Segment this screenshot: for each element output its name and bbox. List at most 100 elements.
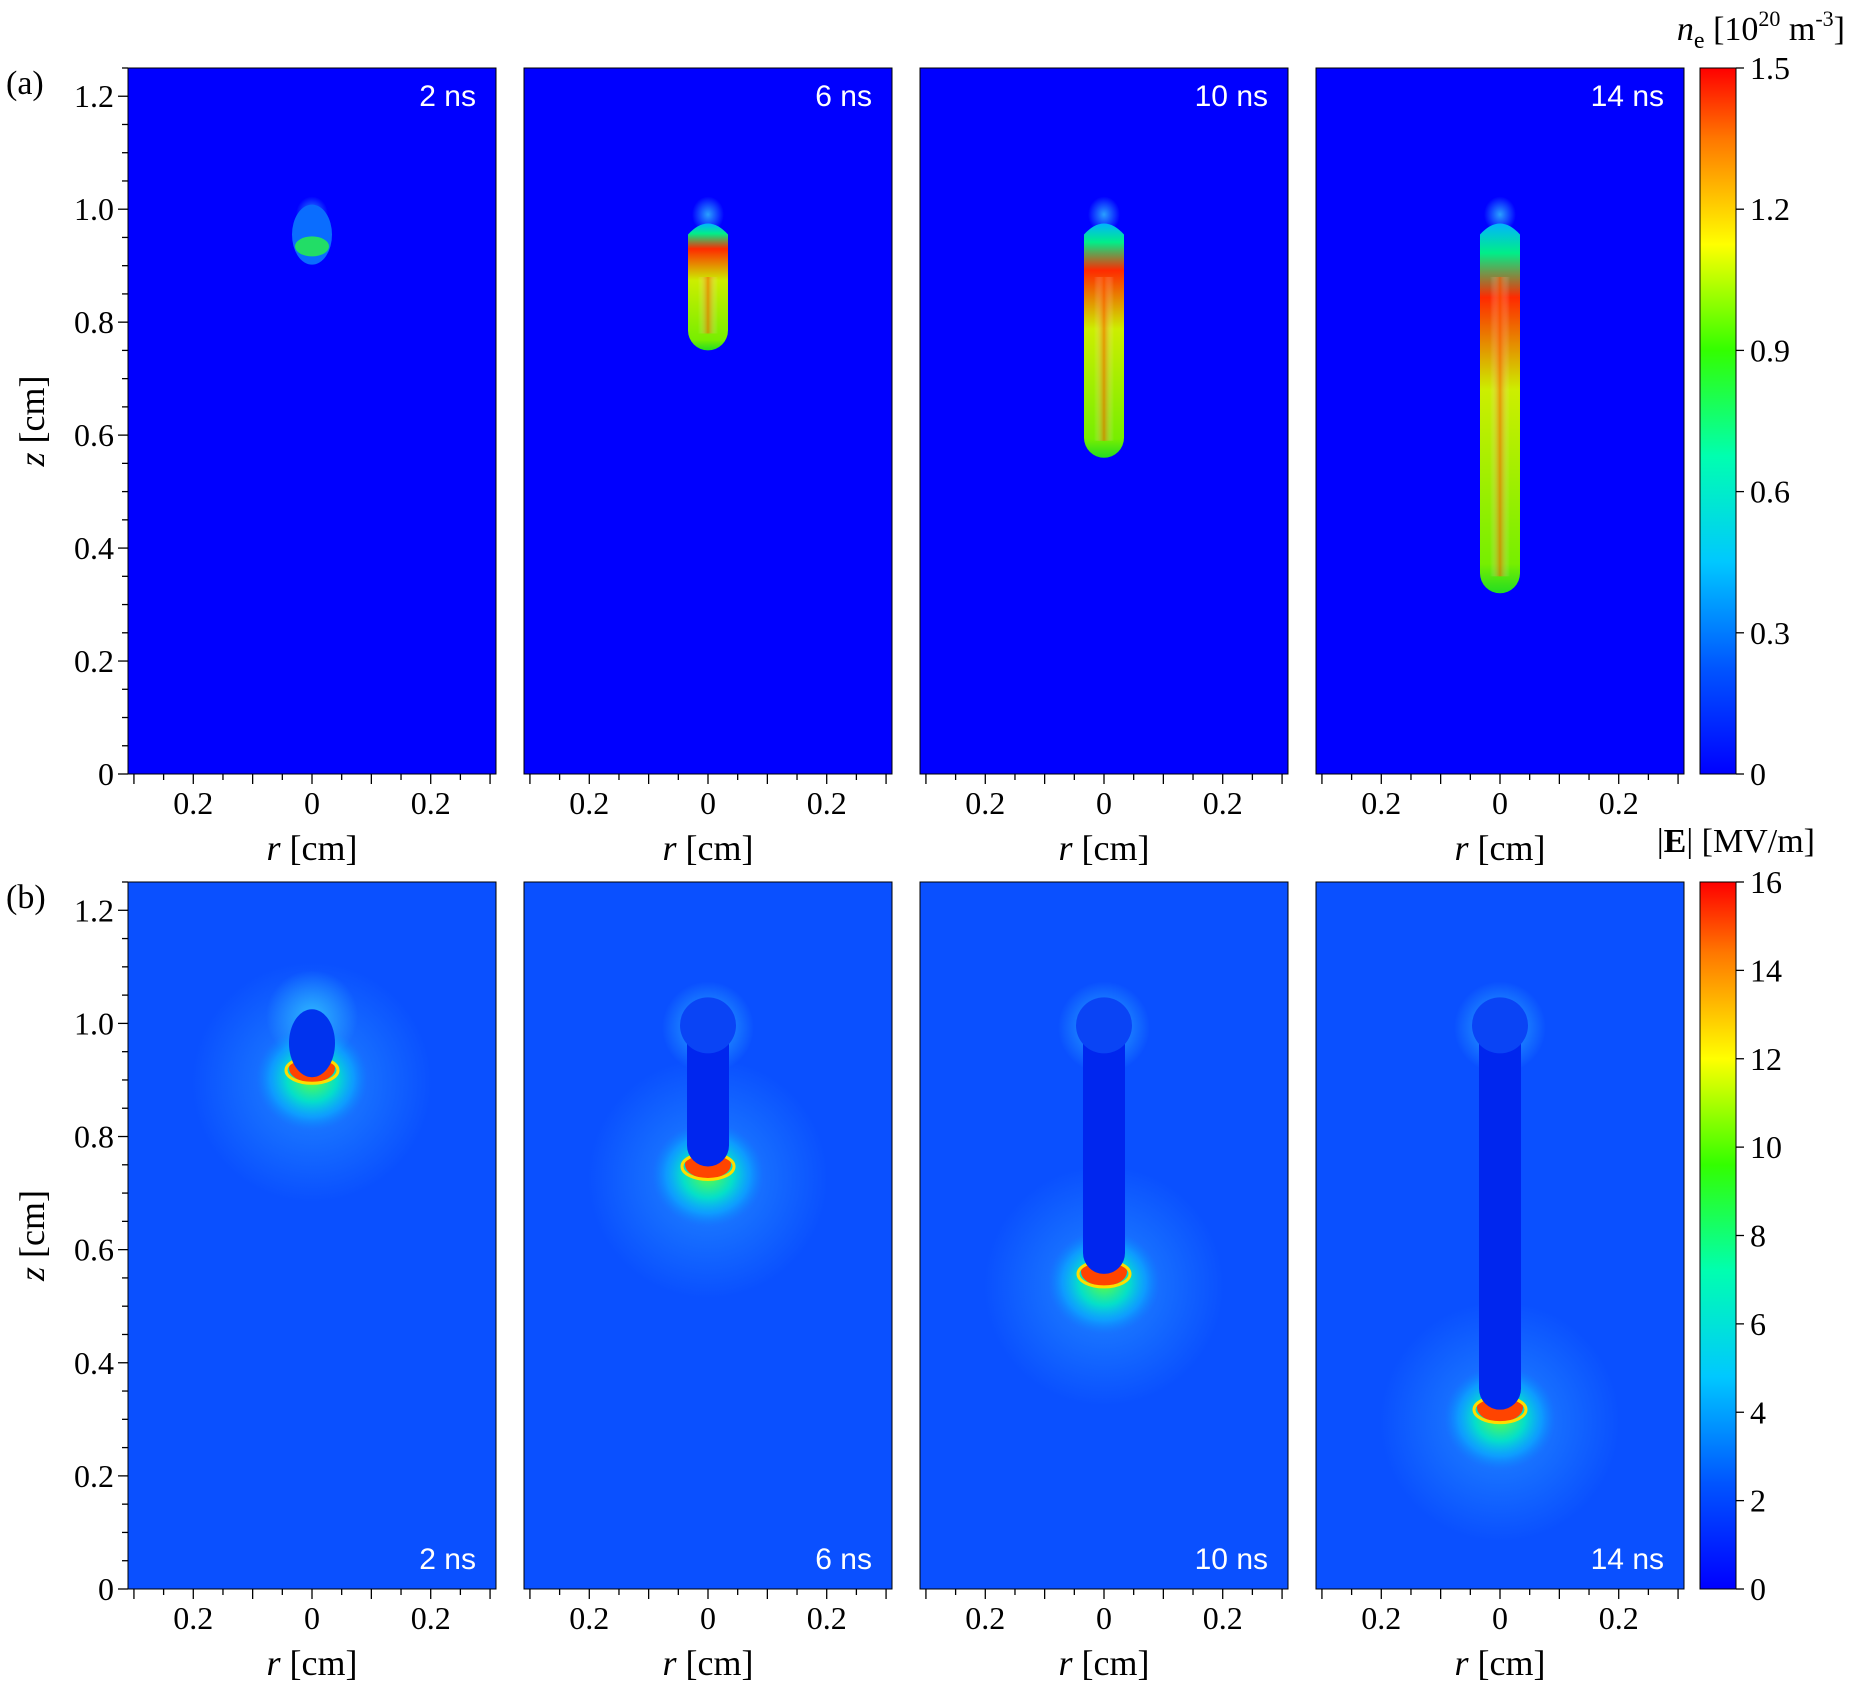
row-b: (b)2 ns0.2 0 0.2r [cm]6 ns0.2 0 0.2r [cm]10 …: [6, 823, 1815, 1683]
colorbar-tick-label: 1.2: [1750, 191, 1790, 227]
colorbar-tick-label: 2: [1750, 1483, 1766, 1519]
x-tick-label: 0.2: [173, 785, 213, 821]
colorbar-tick-label: 6: [1750, 1306, 1766, 1342]
x-tick-label: 0.2: [1361, 785, 1401, 821]
heatmap-panel: 14 ns 0.2 0 0.2 r [cm]: [1315, 67, 1685, 868]
x-axis-title: r [cm]: [1455, 828, 1546, 868]
x-axis-title: r [cm]: [1455, 1643, 1546, 1683]
x-tick-label: 0: [1096, 1600, 1112, 1636]
x-tick-label: 0: [304, 1600, 320, 1636]
x-tick-label: 0: [304, 785, 320, 821]
colorbar: 0 2 4 6 8 10 12 14 16 |E| [MV/m]: [1657, 823, 1815, 1607]
x-tick-label: 0.2: [569, 1600, 609, 1636]
y-tick-label: 0.6: [74, 1232, 114, 1268]
colorbar-tick-label: 14: [1750, 952, 1782, 988]
streamer-tip-glow: [1088, 196, 1120, 233]
heatmap-panel: 14 ns 0.2 0 0.2 r [cm]: [1315, 881, 1685, 1683]
field-interior: [687, 1031, 729, 1167]
x-axis-title: r [cm]: [267, 1643, 358, 1683]
x-axis-title: r [cm]: [1059, 828, 1150, 868]
field-interior: [289, 1009, 335, 1078]
heatmap-background: [128, 68, 496, 774]
colorbar-tick-label: 0.3: [1750, 615, 1790, 651]
colorbar-tick-label: 0: [1750, 756, 1766, 792]
x-tick-label: 0.2: [1203, 785, 1243, 821]
x-tick-label: 0.2: [173, 1600, 213, 1636]
time-label: 2 ns: [419, 1543, 476, 1576]
y-tick-label: 0.2: [74, 1458, 114, 1494]
colorbar-tick-label: 16: [1750, 864, 1782, 900]
x-tick-label: 0.2: [1599, 785, 1639, 821]
heatmap-panel: 2 ns 0.2 0 0.2 r [cm]: [127, 67, 497, 868]
time-label: 10 ns: [1195, 80, 1268, 113]
heatmap-panel: 6 ns 0.2 0 0.2 r [cm]: [523, 881, 893, 1683]
time-label: 2 ns: [419, 80, 476, 113]
y-axis-title: z [cm]: [12, 376, 52, 468]
colorbar-tick-label: 0.6: [1750, 474, 1790, 510]
y-tick-label: 1.2: [74, 892, 114, 928]
colorbar-gradient: [1699, 67, 1737, 775]
heatmap-panel: 10 ns 0.2 0 0.2 r [cm]: [919, 67, 1289, 868]
x-tick-label: 0.2: [1203, 1600, 1243, 1636]
y-tick-label: 0.4: [74, 530, 114, 566]
heatmap-background: [524, 68, 892, 774]
colorbar-title: ne [1020 m-3]: [1677, 6, 1845, 54]
time-label: 10 ns: [1195, 1543, 1268, 1576]
x-tick-label: 0.2: [1361, 1600, 1401, 1636]
y-tick-label: 0: [98, 1571, 114, 1607]
field-interior: [1479, 1031, 1521, 1410]
x-tick-label: 0.2: [965, 785, 1005, 821]
colorbar-title: |E| [MV/m]: [1657, 823, 1815, 860]
streamer-core: [1094, 276, 1114, 441]
x-tick-label: 0: [1492, 785, 1508, 821]
y-tick-label: 0.2: [74, 643, 114, 679]
colorbar-gradient: [1699, 881, 1737, 1590]
y-axis-title: z [cm]: [12, 1190, 52, 1282]
x-axis-title: r [cm]: [663, 828, 754, 868]
panel-label: (b): [6, 879, 46, 916]
x-axis-title: r [cm]: [663, 1643, 754, 1683]
field-interior: [1083, 1031, 1125, 1274]
x-axis-title: r [cm]: [267, 828, 358, 868]
x-tick-label: 0.2: [1599, 1600, 1639, 1636]
colorbar: 0 0.3 0.6 0.9 1.2 1.5ne [1020 m-3]: [1677, 6, 1845, 792]
streamer-core: [698, 276, 718, 334]
colorbar-tick-label: 10: [1750, 1129, 1782, 1165]
colorbar-tick-label: 8: [1750, 1218, 1766, 1254]
field-tip-bulb: [1076, 997, 1132, 1054]
x-tick-label: 0: [1096, 785, 1112, 821]
heatmap-panel: 2 ns 0.2 0 0.2 r [cm]: [127, 881, 497, 1683]
y-tick-label: 0.4: [74, 1345, 114, 1381]
heatmap-panel: 10 ns 0.2 0 0.2 r [cm]: [919, 881, 1289, 1683]
x-axis-title: r [cm]: [1059, 1643, 1150, 1683]
streamer-tip-glow: [692, 196, 724, 233]
streamer-tip-glow: [1484, 196, 1516, 233]
y-tick-label: 0.8: [74, 304, 114, 340]
x-tick-label: 0.2: [411, 785, 451, 821]
y-tick-label: 0.8: [74, 1119, 114, 1155]
y-tick-label: 1.0: [74, 191, 114, 227]
y-tick-label: 0.6: [74, 417, 114, 453]
colorbar-tick-label: 12: [1750, 1041, 1782, 1077]
time-label: 14 ns: [1591, 1543, 1664, 1576]
field-tip-bulb: [680, 997, 736, 1054]
x-tick-label: 0.2: [807, 1600, 847, 1636]
x-tick-label: 0: [1492, 1600, 1508, 1636]
x-tick-label: 0.2: [807, 785, 847, 821]
x-tick-label: 0.2: [965, 1600, 1005, 1636]
row-a: (a) 2 ns0.2 0 0.2r [cm]6 ns0.2 0 0.2r [cm]10 …: [6, 6, 1845, 868]
y-tick-label: 1.0: [74, 1005, 114, 1041]
streamer-head: [295, 236, 329, 257]
field-tip-bulb: [1472, 997, 1528, 1054]
x-tick-label: 0.2: [569, 785, 609, 821]
panel-label: (a): [6, 65, 44, 102]
heatmap-panel: 6 ns 0.2 0 0.2 r [cm]: [523, 67, 893, 868]
colorbar-tick-label: 0.9: [1750, 332, 1790, 368]
colorbar-tick-label: 0: [1750, 1571, 1766, 1607]
y-tick-label: 1.2: [74, 78, 114, 114]
time-label: 6 ns: [815, 80, 872, 113]
colorbar-tick-label: 1.5: [1750, 50, 1790, 86]
y-tick-label: 0: [98, 756, 114, 792]
x-tick-label: 0: [700, 785, 716, 821]
